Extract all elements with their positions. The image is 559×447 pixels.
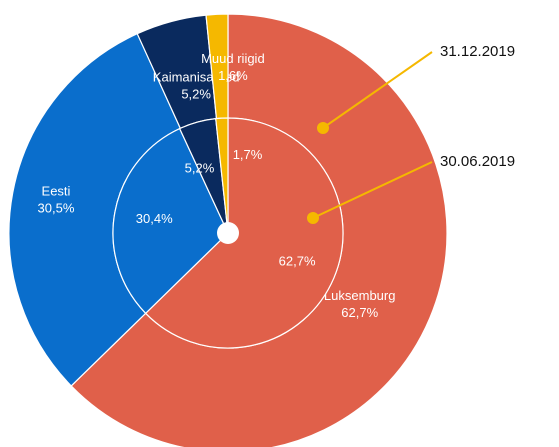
legend-label: 30.06.2019 <box>440 153 515 170</box>
legend-dot <box>307 212 319 224</box>
value-label: 62,7% <box>341 305 378 320</box>
slice-label: Luksemburg 62,7% <box>324 288 396 320</box>
value-label: 5,2% <box>185 161 215 176</box>
legend-leader <box>312 161 433 219</box>
pie-slice <box>112 127 229 315</box>
value-label: 62,7% <box>279 254 316 269</box>
value-label: 5,2% <box>181 87 211 102</box>
value-label: 1,7% <box>233 147 263 162</box>
value-label: 30,4% <box>136 211 173 226</box>
center-dot <box>217 222 239 244</box>
category-label: Luksemburg <box>324 288 396 303</box>
value-label: 30,5% <box>38 201 75 216</box>
legend-leader <box>322 51 433 129</box>
category-label: Eesti <box>42 184 71 199</box>
value-label: 1,6% <box>218 69 248 84</box>
category-label: Muud riigid <box>201 52 265 67</box>
legend-label: 31.12.2019 <box>440 43 515 60</box>
pie-slice <box>144 117 344 349</box>
legend-dot <box>317 122 329 134</box>
pie-slice <box>215 117 229 234</box>
slice-label: Muud riigid 1,6% <box>201 52 265 84</box>
slice-label: Eesti 30,5% <box>38 184 75 216</box>
